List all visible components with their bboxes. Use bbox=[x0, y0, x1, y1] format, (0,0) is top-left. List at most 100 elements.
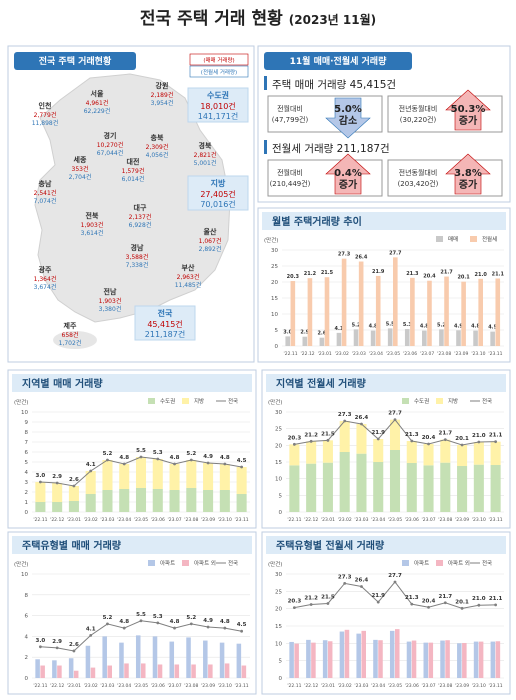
summary-dir: 증가 bbox=[339, 178, 358, 191]
bar bbox=[462, 642, 467, 678]
y-axis-label: (만건) bbox=[268, 560, 282, 568]
region-name: 제주 bbox=[64, 321, 77, 330]
bar bbox=[107, 665, 112, 678]
bar bbox=[306, 463, 317, 512]
x-tick-label: '23.02 bbox=[335, 351, 349, 357]
x-tick-label: '23.06 bbox=[405, 683, 419, 689]
region-name: 전남 bbox=[104, 287, 117, 296]
region-name: 전북 bbox=[86, 211, 99, 220]
bar bbox=[174, 664, 180, 678]
value-label: 5.5 bbox=[386, 321, 395, 327]
value-label: 4.9 bbox=[203, 454, 213, 460]
summary-heading: 전월세 거래량 211,187건 bbox=[272, 143, 390, 155]
summary-title: 11월 매매·전월세 거래량 bbox=[290, 55, 387, 67]
x-tick-label: '23.10 bbox=[218, 683, 232, 689]
y-tick-label: 8 bbox=[25, 593, 29, 599]
value-label: 4.8 bbox=[220, 619, 230, 625]
line-point bbox=[427, 442, 430, 446]
bar bbox=[102, 636, 107, 678]
line-point bbox=[55, 646, 59, 650]
value-label: 5.2 bbox=[186, 451, 196, 457]
value-label: 2.6 bbox=[317, 331, 326, 337]
bar bbox=[203, 490, 214, 512]
value-label: 5.3 bbox=[153, 450, 163, 456]
bar bbox=[52, 483, 63, 502]
y-tick-label: 8 bbox=[25, 430, 29, 436]
bar bbox=[289, 641, 294, 678]
summary-arrow bbox=[325, 153, 371, 195]
region-sale: 2,541건 bbox=[34, 189, 57, 197]
y-tick-label: 3 bbox=[25, 480, 29, 486]
value-label: 21.9 bbox=[371, 593, 385, 599]
bar bbox=[322, 440, 333, 463]
bar bbox=[490, 641, 496, 678]
summary-ref: (30,220건) bbox=[400, 115, 437, 124]
value-label: 21.0 bbox=[472, 433, 486, 439]
value-label: 20.1 bbox=[455, 599, 469, 605]
y-axis-label: (만건) bbox=[14, 398, 28, 406]
x-tick-label: '22.11 bbox=[287, 517, 301, 523]
x-tick-label: '23.01 bbox=[321, 683, 335, 689]
x-tick-label: '23.03 bbox=[100, 683, 114, 689]
region-name: 수도권 bbox=[207, 90, 229, 100]
region-name: 울산 bbox=[204, 227, 217, 236]
region-rent: 7,338건 bbox=[126, 261, 149, 269]
line-point bbox=[376, 600, 380, 604]
bar bbox=[373, 462, 384, 512]
map-legend: (매매 거래량) bbox=[203, 56, 234, 64]
bar bbox=[285, 336, 291, 346]
x-tick-label: '23.07 bbox=[167, 517, 181, 523]
bar bbox=[490, 331, 495, 346]
value-label: 20.3 bbox=[287, 274, 300, 280]
bar bbox=[135, 488, 147, 512]
region-name: 인천 bbox=[39, 101, 52, 110]
value-label: 21.5 bbox=[321, 270, 334, 276]
bar bbox=[457, 643, 462, 678]
line-point bbox=[89, 633, 93, 637]
x-tick-label: '23.02 bbox=[338, 683, 352, 689]
summary-item-box bbox=[267, 95, 383, 133]
region-name: 충북 bbox=[151, 133, 164, 142]
value-label: 5.2 bbox=[437, 322, 446, 328]
bar bbox=[40, 665, 45, 678]
bar bbox=[427, 280, 432, 346]
line-point bbox=[240, 465, 244, 469]
bar bbox=[440, 439, 451, 463]
y-axis-label: (만건) bbox=[14, 560, 28, 568]
bar bbox=[339, 452, 350, 512]
y-tick-label: 20 bbox=[275, 607, 282, 613]
legend-box bbox=[189, 65, 249, 78]
region-rent: 6,014건 bbox=[122, 175, 145, 183]
region-sale: 2,189건 bbox=[151, 91, 174, 99]
legend-label: 매매 bbox=[448, 235, 458, 243]
legend-swatch bbox=[436, 236, 443, 242]
region-rent: 6,928건 bbox=[129, 221, 152, 229]
bar bbox=[445, 640, 450, 678]
value-label: 21.2 bbox=[304, 432, 318, 438]
bar bbox=[186, 488, 197, 512]
x-tick-label: '23.08 bbox=[438, 517, 452, 523]
value-label: 21.1 bbox=[489, 433, 503, 439]
x-tick-label: '23.01 bbox=[67, 683, 81, 689]
bar bbox=[341, 258, 347, 346]
region-sale: 353건 bbox=[72, 165, 89, 173]
bar bbox=[373, 439, 384, 462]
value-label: 21.0 bbox=[475, 272, 488, 278]
summary-arrow bbox=[445, 153, 491, 195]
bar bbox=[294, 643, 299, 678]
region-sale: 1,579건 bbox=[122, 167, 145, 175]
legend-label: 아파트 bbox=[160, 559, 175, 567]
title-main-text: 전국 주택 거래 현황 bbox=[140, 9, 283, 29]
value-label: 27.3 bbox=[338, 574, 352, 580]
line-point bbox=[223, 626, 227, 630]
legend-box bbox=[189, 53, 249, 66]
bar bbox=[306, 441, 317, 464]
summary-item-box bbox=[267, 159, 383, 197]
value-label: 20.1 bbox=[457, 275, 470, 281]
bar bbox=[241, 665, 247, 678]
x-tick-label: '23.05 bbox=[134, 517, 148, 523]
bar bbox=[356, 453, 367, 512]
x-tick-label: '22.11 bbox=[33, 683, 47, 689]
summary-ref: (203,420건) bbox=[398, 179, 439, 188]
